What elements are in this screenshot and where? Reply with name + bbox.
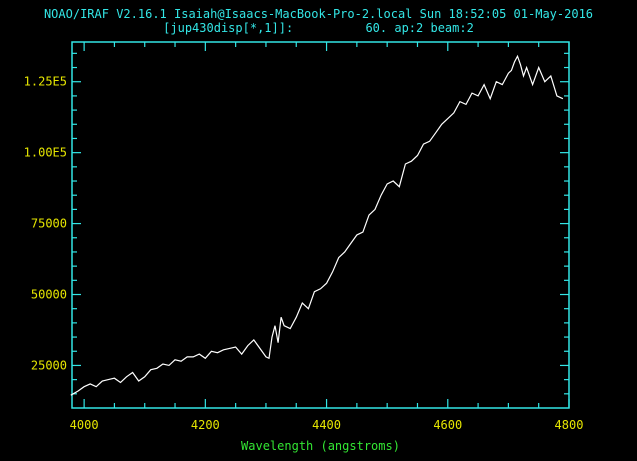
x-tick-label: 4000 — [70, 418, 99, 432]
x-tick-label: 4400 — [312, 418, 341, 432]
plot-header-line1: NOAO/IRAF V2.16.1 Isaiah@Isaacs-MacBook-… — [43, 7, 594, 21]
y-tick-label: 25000 — [31, 358, 67, 372]
x-tick-label: 4600 — [433, 418, 462, 432]
y-tick-label: 1.00E5 — [24, 146, 67, 160]
x-tick-label: 4200 — [191, 418, 220, 432]
y-tick-label: 1.25E5 — [24, 75, 67, 89]
x-axis-title: Wavelength (angstroms) — [241, 439, 400, 453]
plot-frame — [71, 41, 570, 409]
plot-header-line2: [jup430disp[*,1]]: 60. ap:2 beam:2 — [163, 21, 474, 35]
y-tick-label: 50000 — [31, 288, 67, 302]
y-tick-label: 75000 — [31, 217, 67, 231]
spectrum-line — [70, 54, 564, 396]
x-tick-label: 4800 — [555, 418, 584, 432]
